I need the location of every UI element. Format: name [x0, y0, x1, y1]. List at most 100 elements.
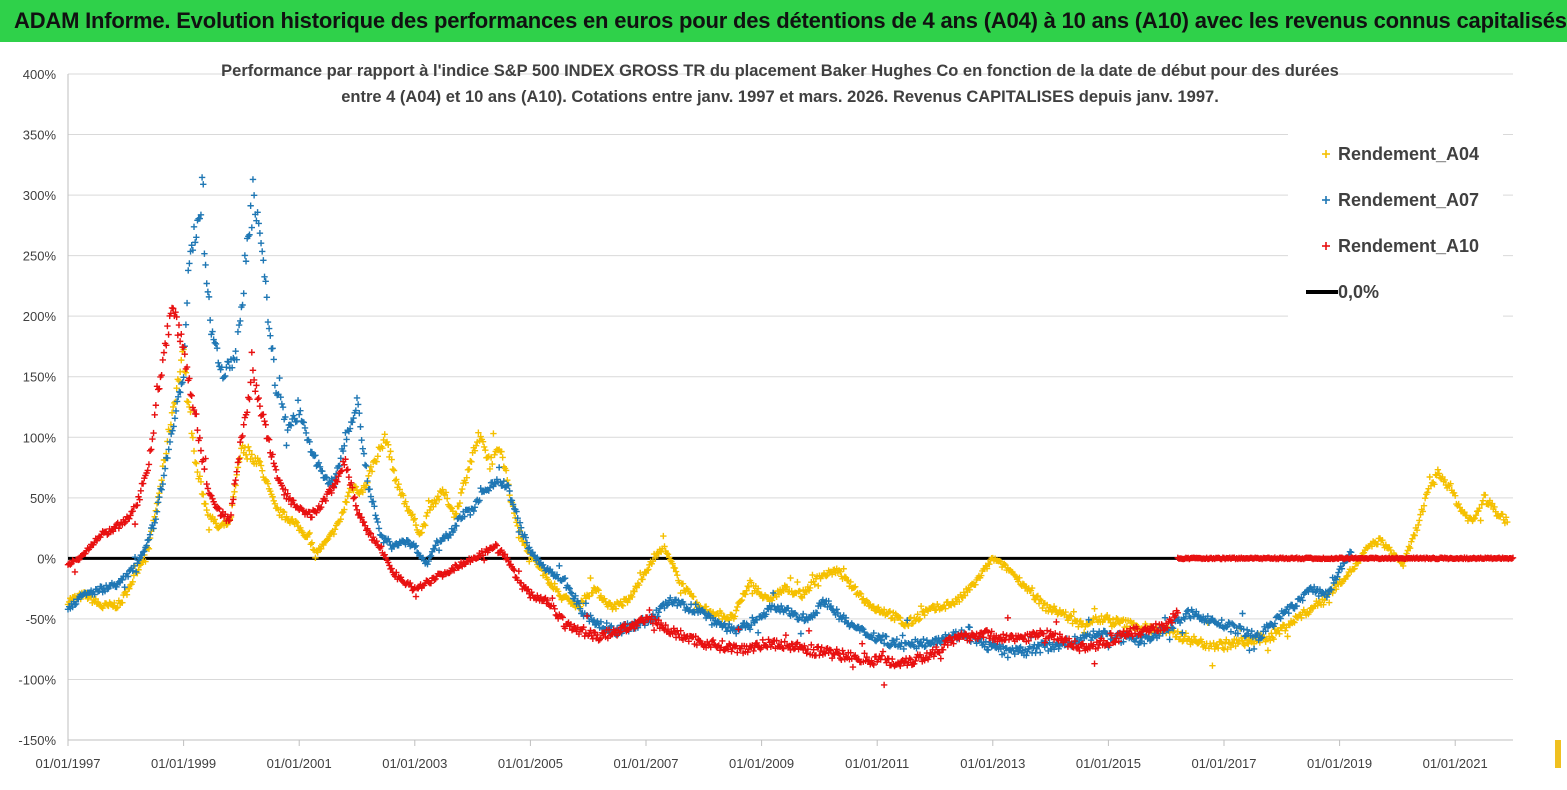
point-rendement-a07	[778, 602, 785, 610]
point-rendement-a04	[130, 572, 138, 579]
point-rendement-a04	[956, 598, 963, 606]
point-rendement-a04	[677, 589, 684, 597]
point-rendement-a10	[104, 531, 111, 538]
point-rendement-a04	[624, 599, 631, 606]
point-rendement-a04	[983, 565, 991, 572]
point-rendement-a10	[160, 349, 168, 356]
point-rendement-a10	[187, 391, 194, 398]
point-rendement-a04	[1028, 584, 1036, 592]
point-rendement-a10	[149, 435, 156, 443]
point-rendement-a10	[650, 626, 658, 634]
point-rendement-a10	[652, 616, 659, 623]
point-rendement-a04	[702, 603, 710, 610]
point-rendement-a07	[817, 602, 824, 610]
point-rendement-a07	[249, 176, 257, 183]
point-rendement-a04	[516, 527, 524, 535]
point-rendement-a10	[215, 504, 222, 512]
point-rendement-a10	[412, 593, 420, 600]
point-rendement-a10	[1108, 632, 1116, 639]
point-rendement-a07	[1023, 652, 1030, 659]
point-rendement-a04	[123, 591, 131, 598]
point-rendement-a04	[1431, 481, 1438, 488]
point-rendement-a07	[1243, 626, 1251, 634]
point-rendement-a04	[972, 581, 979, 588]
point-rendement-a04	[196, 473, 203, 480]
point-rendement-a07	[242, 258, 250, 265]
point-rendement-a10	[1158, 621, 1165, 628]
point-rendement-a10	[768, 641, 776, 648]
point-rendement-a10	[217, 512, 224, 520]
point-rendement-a10	[335, 472, 342, 480]
point-rendement-a04	[743, 587, 750, 594]
point-rendement-a10	[588, 632, 595, 639]
point-rendement-a04	[914, 611, 921, 618]
y-tick-label: -150%	[18, 733, 56, 748]
point-rendement-a07	[279, 404, 287, 411]
point-rendement-a10	[1041, 639, 1049, 646]
point-rendement-a04	[916, 615, 924, 622]
point-rendement-a07	[349, 418, 356, 426]
point-rendement-a07	[413, 549, 421, 556]
point-rendement-a07	[996, 641, 1003, 649]
point-rendement-a04	[152, 507, 160, 514]
point-rendement-a04	[798, 594, 806, 602]
point-rendement-a04	[1110, 621, 1118, 629]
point-rendement-a04	[188, 430, 195, 437]
point-rendement-a07	[1316, 586, 1324, 593]
point-rendement-a07	[883, 633, 890, 640]
point-rendement-a10	[901, 658, 909, 665]
point-rendement-a07	[591, 621, 599, 629]
point-rendement-a04	[1050, 603, 1058, 610]
point-rendement-a10	[912, 657, 919, 665]
point-rendement-a10	[1040, 630, 1047, 637]
point-rendement-a07	[301, 424, 309, 432]
y-tick-label: -50%	[26, 612, 57, 627]
point-rendement-a07	[241, 252, 249, 259]
point-rendement-a07	[136, 555, 143, 562]
point-rendement-a10	[249, 367, 257, 374]
point-rendement-a04	[422, 522, 429, 529]
point-rendement-a04	[1104, 612, 1111, 619]
point-rendement-a10	[905, 659, 912, 666]
point-rendement-a04	[796, 587, 803, 595]
point-rendement-a10	[270, 460, 277, 467]
point-rendement-a07	[1246, 647, 1253, 654]
point-rendement-a07	[261, 273, 268, 281]
point-rendement-a10	[803, 650, 810, 657]
point-rendement-a10	[906, 654, 913, 662]
point-rendement-a10	[261, 418, 268, 425]
point-rendement-a04	[815, 582, 822, 589]
point-rendement-a10	[172, 308, 179, 316]
point-rendement-a04	[1492, 508, 1499, 515]
point-rendement-a10	[367, 530, 375, 537]
point-rendement-a04	[231, 488, 238, 495]
point-rendement-a10	[945, 635, 953, 642]
point-rendement-a04	[331, 526, 339, 533]
point-rendement-a07	[1227, 628, 1235, 635]
point-rendement-a04	[1452, 492, 1459, 499]
point-rendement-a04	[669, 560, 676, 567]
point-rendement-a04	[308, 539, 316, 546]
point-rendement-a07	[284, 426, 291, 434]
point-rendement-a04	[847, 578, 854, 586]
point-rendement-a04	[905, 622, 912, 630]
point-rendement-a10	[234, 459, 242, 466]
point-rendement-a04	[158, 477, 165, 484]
point-rendement-a10	[265, 436, 273, 443]
point-rendement-a10	[342, 456, 349, 463]
point-rendement-a04	[317, 545, 325, 553]
point-rendement-a07	[893, 636, 901, 643]
point-rendement-a07	[263, 294, 271, 301]
point-rendement-a07	[121, 583, 128, 591]
point-rendement-a10	[201, 465, 208, 473]
point-rendement-a04	[1181, 633, 1188, 640]
point-rendement-a10	[1030, 629, 1037, 636]
point-rendement-a07	[549, 568, 556, 576]
point-rendement-a07	[202, 261, 209, 269]
point-rendement-a07	[204, 288, 212, 296]
point-rendement-a04	[242, 451, 250, 458]
point-rendement-a07	[690, 608, 697, 615]
point-rendement-a10	[1048, 632, 1055, 640]
point-rendement-a04	[270, 497, 277, 505]
point-rendement-a07	[1230, 621, 1237, 628]
